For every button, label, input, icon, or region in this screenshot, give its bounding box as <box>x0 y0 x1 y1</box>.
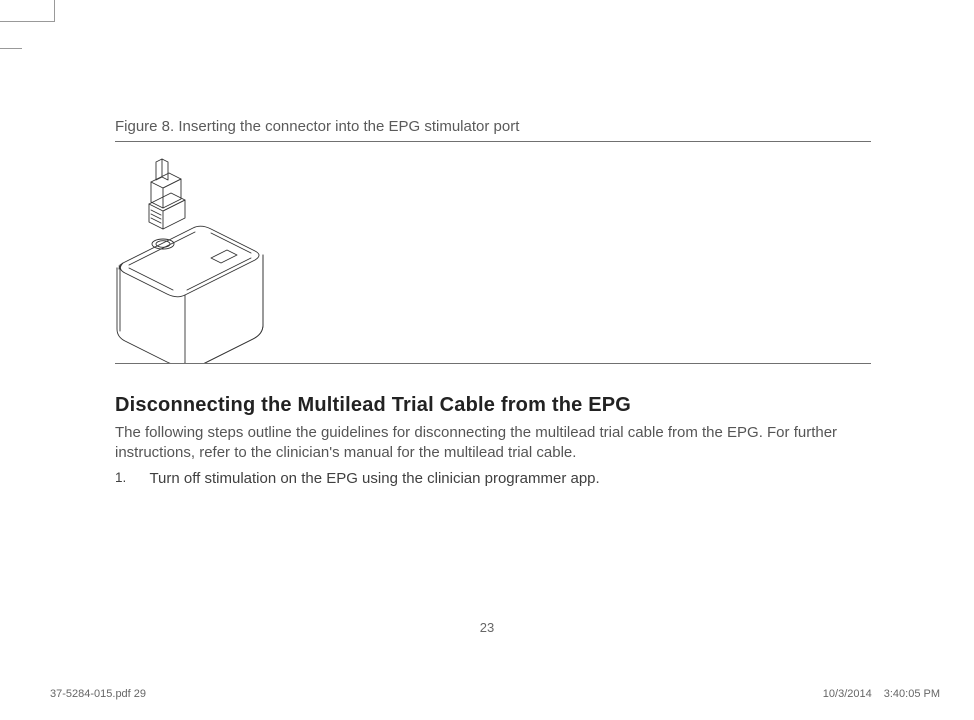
list-number: 1. <box>115 470 145 485</box>
ordered-list: 1. Turn off stimulation on the EPG using… <box>115 470 871 488</box>
list-text: Turn off stimulation on the EPG using th… <box>149 470 849 487</box>
section-intro: The following steps outline the guidelin… <box>115 423 871 464</box>
crop-mark-left <box>0 48 22 49</box>
list-item: 1. Turn off stimulation on the EPG using… <box>115 470 871 488</box>
section-heading: Disconnecting the Multilead Trial Cable … <box>115 394 871 417</box>
crop-mark-top <box>0 0 55 22</box>
rule-below-figure <box>115 363 871 364</box>
footer-left: 37-5284-015.pdf 29 <box>50 688 146 700</box>
figure-caption: Figure 8. Inserting the connector into t… <box>115 118 871 135</box>
page-number: 23 <box>480 620 494 635</box>
page-content: Figure 8. Inserting the connector into t… <box>115 118 871 488</box>
footer: 37-5284-015.pdf 29 10/3/2014 3:40:05 PM <box>50 688 940 700</box>
footer-time: 3:40:05 PM <box>884 688 940 700</box>
section: Disconnecting the Multilead Trial Cable … <box>115 394 871 488</box>
figure-illustration <box>115 156 299 363</box>
footer-date: 10/3/2014 <box>823 688 872 700</box>
rule-above-figure <box>115 141 871 142</box>
